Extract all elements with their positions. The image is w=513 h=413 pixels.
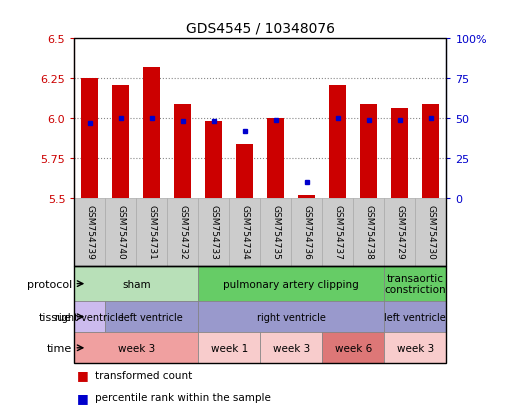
Text: right ventricle: right ventricle <box>55 312 124 322</box>
Bar <box>136 198 167 266</box>
Bar <box>105 198 136 266</box>
Text: left ventricle: left ventricle <box>121 312 183 322</box>
Bar <box>74 266 199 301</box>
Bar <box>260 198 291 266</box>
Text: transformed count: transformed count <box>95 370 192 380</box>
Title: GDS4545 / 10348076: GDS4545 / 10348076 <box>186 21 335 35</box>
Text: week 3: week 3 <box>397 343 434 353</box>
Text: time: time <box>47 343 72 353</box>
Text: GSM754735: GSM754735 <box>271 205 280 260</box>
Text: week 6: week 6 <box>334 343 372 353</box>
Bar <box>422 104 439 198</box>
Bar <box>291 198 322 266</box>
Bar <box>205 122 222 198</box>
Bar <box>82 79 98 198</box>
Bar <box>384 266 446 301</box>
Bar <box>199 332 260 363</box>
Text: GSM754740: GSM754740 <box>116 205 125 260</box>
Text: GSM754734: GSM754734 <box>241 205 249 260</box>
Bar <box>322 332 384 363</box>
Text: week 3: week 3 <box>118 343 155 353</box>
Bar <box>353 198 384 266</box>
Text: GSM754732: GSM754732 <box>179 205 187 260</box>
Text: left ventricle: left ventricle <box>384 312 446 322</box>
Text: ■: ■ <box>77 391 89 404</box>
Text: transaortic
constriction: transaortic constriction <box>385 273 446 295</box>
Bar <box>74 301 105 332</box>
Bar <box>299 195 315 198</box>
Bar <box>416 198 446 266</box>
Text: tissue: tissue <box>39 312 72 322</box>
Bar <box>384 198 416 266</box>
Bar <box>174 104 191 198</box>
Bar <box>384 301 446 332</box>
Text: week 1: week 1 <box>211 343 248 353</box>
Bar <box>167 198 199 266</box>
Bar <box>260 332 322 363</box>
Bar <box>74 198 105 266</box>
Text: percentile rank within the sample: percentile rank within the sample <box>95 392 271 403</box>
Bar <box>384 332 446 363</box>
Text: GSM754737: GSM754737 <box>333 205 342 260</box>
Bar <box>143 68 161 198</box>
Bar <box>267 119 284 198</box>
Bar <box>112 85 129 198</box>
Text: GSM754739: GSM754739 <box>85 205 94 260</box>
Text: GSM754729: GSM754729 <box>396 205 404 260</box>
Bar <box>360 104 378 198</box>
Text: GSM754733: GSM754733 <box>209 205 219 260</box>
Text: sham: sham <box>122 279 151 289</box>
Text: protocol: protocol <box>27 279 72 289</box>
Bar <box>199 266 384 301</box>
Bar <box>74 332 199 363</box>
Text: GSM754730: GSM754730 <box>426 205 436 260</box>
Bar <box>199 198 229 266</box>
Bar <box>199 301 384 332</box>
Text: pulmonary artery clipping: pulmonary artery clipping <box>224 279 359 289</box>
Text: week 3: week 3 <box>273 343 310 353</box>
Text: GSM754731: GSM754731 <box>147 205 156 260</box>
Bar <box>322 198 353 266</box>
Text: right ventricle: right ventricle <box>257 312 326 322</box>
Bar <box>329 85 346 198</box>
Text: GSM754736: GSM754736 <box>302 205 311 260</box>
Bar <box>391 109 408 198</box>
Bar <box>236 144 253 198</box>
Bar <box>105 301 199 332</box>
Text: ■: ■ <box>77 368 89 381</box>
Bar <box>229 198 260 266</box>
Text: GSM754738: GSM754738 <box>364 205 373 260</box>
